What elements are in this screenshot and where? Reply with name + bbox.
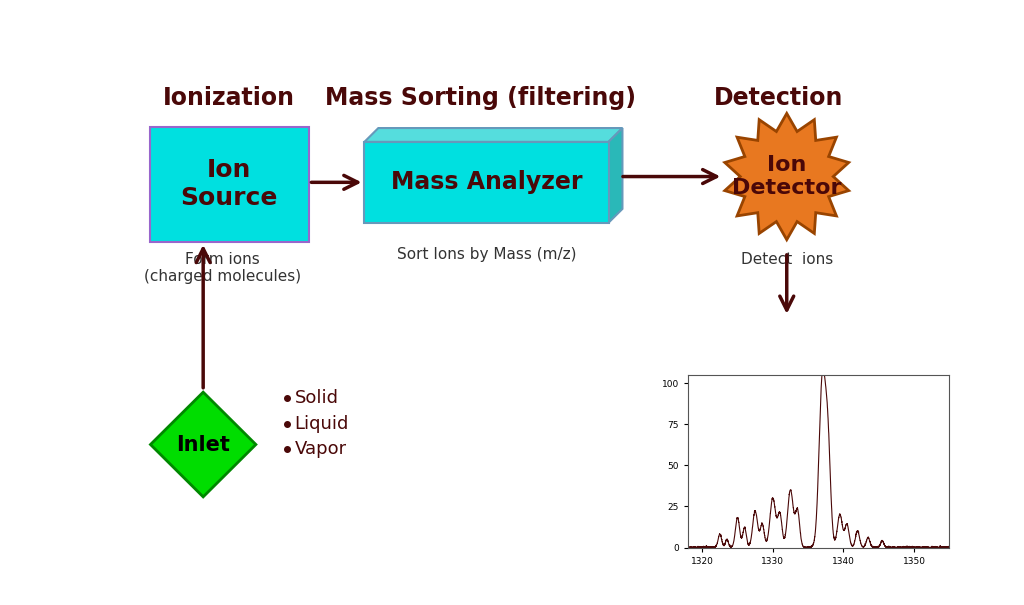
Text: Ion
Source: Ion Source xyxy=(180,159,278,210)
Text: Ion
Detector: Ion Detector xyxy=(732,155,842,198)
Text: Inlet: Inlet xyxy=(176,434,230,454)
Text: Ionization: Ionization xyxy=(163,86,295,110)
Text: Mass Sorting (filtering): Mass Sorting (filtering) xyxy=(326,86,636,110)
Text: Mass Analyzer: Mass Analyzer xyxy=(391,171,583,194)
Text: Detection: Detection xyxy=(715,86,844,110)
Text: Vapor: Vapor xyxy=(295,440,347,458)
Text: Form ions
(charged molecules): Form ions (charged molecules) xyxy=(144,252,301,284)
FancyBboxPatch shape xyxy=(150,126,308,242)
Polygon shape xyxy=(151,392,256,497)
Polygon shape xyxy=(608,128,623,223)
Text: Mass Spectrum: Mass Spectrum xyxy=(690,499,883,519)
FancyBboxPatch shape xyxy=(365,142,608,223)
Polygon shape xyxy=(725,113,849,240)
Text: Detect  ions: Detect ions xyxy=(740,252,833,267)
Text: Solid: Solid xyxy=(295,389,339,407)
Polygon shape xyxy=(365,128,623,142)
Text: Sort Ions by Mass (m/z): Sort Ions by Mass (m/z) xyxy=(396,247,577,263)
Text: Liquid: Liquid xyxy=(295,414,349,433)
